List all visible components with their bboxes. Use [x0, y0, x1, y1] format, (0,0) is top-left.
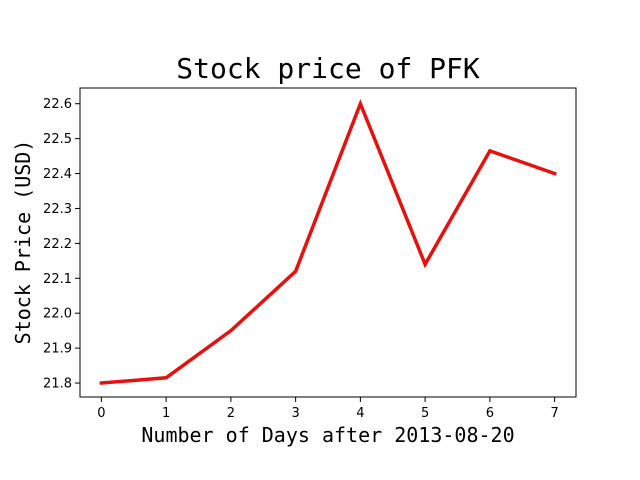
x-tick-label: 0	[97, 406, 105, 421]
y-tick-label: 22.4	[43, 167, 72, 182]
y-tick-label: 21.8	[43, 377, 72, 392]
x-tick-label: 5	[421, 406, 429, 421]
chart-title: Stock price of PFK	[176, 52, 480, 85]
plot-area	[99, 98, 557, 385]
y-tick-label: 22.6	[43, 97, 72, 112]
series-line-0	[99, 98, 557, 385]
plot-frame	[79, 87, 577, 398]
y-tick-label: 21.9	[43, 342, 72, 357]
x-axis-label: Number of Days after 2013-08-20	[141, 423, 514, 447]
y-tick-label: 22.0	[43, 307, 72, 322]
x-tick-label: 7	[550, 406, 558, 421]
x-tick-label: 3	[291, 406, 299, 421]
y-tick-label: 22.2	[43, 237, 72, 252]
y-tick-label: 22.1	[43, 272, 72, 287]
y-axis: 21.8 21.9 22.0 22.1 22.2 22.3 22.4 22.5 22.6	[43, 97, 80, 392]
x-tick-label: 2	[227, 406, 235, 421]
x-axis: 0 1 2 3 4 5 6 7	[97, 397, 559, 421]
x-tick-label: 6	[486, 406, 494, 421]
y-axis-label: Stock Price (USD)	[11, 140, 35, 345]
y-tick-label: 22.5	[43, 132, 72, 147]
y-tick-label: 22.3	[43, 202, 72, 217]
x-tick-label: 4	[356, 406, 364, 421]
x-tick-label: 1	[162, 406, 170, 421]
